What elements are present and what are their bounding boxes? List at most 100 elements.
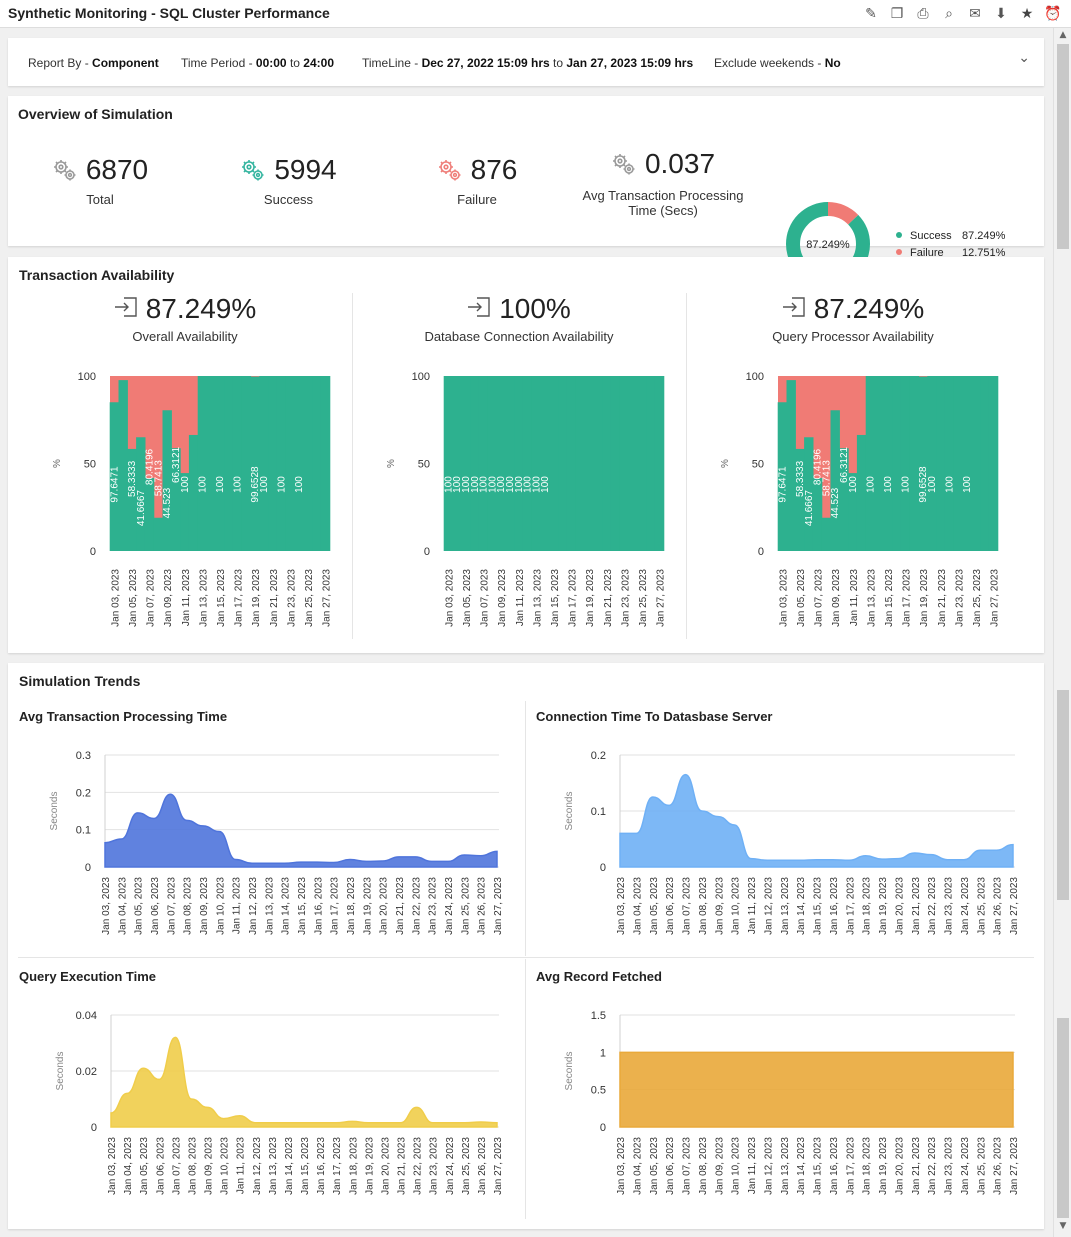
- x-tick-label: Jan 07, 2023: [682, 877, 693, 935]
- x-tick-label: Jan 12, 2023: [252, 1137, 263, 1195]
- download-icon[interactable]: ⬇: [995, 6, 1007, 22]
- data-label: 66.3121: [171, 446, 182, 483]
- x-tick-label: Jan 07, 2023: [480, 569, 491, 627]
- success-bar: [162, 410, 172, 551]
- x-tick-label: Jan 16, 2023: [829, 1137, 840, 1195]
- x-tick-label: Jan 07, 2023: [166, 877, 177, 935]
- favorite-star-icon[interactable]: ★: [1020, 6, 1034, 22]
- x-tick-label: Jan 03, 2023: [444, 569, 455, 627]
- timeline-end: Jan 27, 2023 15:09 hrs: [566, 56, 694, 70]
- y-tick-label: 0: [85, 862, 91, 874]
- success-bar: [514, 376, 524, 551]
- x-tick-label: Jan 13, 2023: [268, 1137, 279, 1195]
- data-label: 100: [215, 476, 226, 493]
- x-tick-label: Jan 16, 2023: [829, 877, 840, 935]
- sign-in-arrow-icon: [782, 296, 806, 322]
- x-tick-label: Jan 25, 2023: [972, 569, 983, 627]
- query-processor-availability-head: 87.249% Query Processor Availability: [686, 293, 1020, 344]
- data-label: 99.6528: [918, 466, 929, 503]
- success-bar: [821, 517, 832, 551]
- success-bar: [478, 376, 489, 551]
- success-bar: [927, 376, 937, 551]
- kpi-failure-value: 876: [470, 154, 518, 185]
- connection-time-chart: 0 0.1 0.2 Seconds Jan 03, 2023 Jan 04, 2023 Ja…: [564, 750, 1020, 935]
- legend-failure-dot: [896, 249, 902, 255]
- success-bar: [109, 402, 120, 551]
- x-tick-label: Jan 04, 2023: [117, 877, 128, 935]
- gears-icon: [53, 160, 76, 181]
- copy-report-icon[interactable]: ❐: [890, 6, 904, 22]
- scrollbar-thumb[interactable]: [1057, 44, 1069, 249]
- x-tick-label: Jan 12, 2023: [763, 877, 774, 935]
- success-bar: [812, 478, 823, 551]
- db-connection-availability-head: 100% Database Connection Availability: [352, 293, 686, 344]
- data-label: 80.4196: [813, 448, 824, 485]
- email-icon[interactable]: ✉: [969, 6, 981, 22]
- alarm-clock-icon[interactable]: ⏰: [1044, 6, 1062, 22]
- avg-record-fetched-title: Avg Record Fetched: [536, 969, 662, 984]
- x-tick-label: Jan 11, 2023: [849, 569, 860, 627]
- db-connection-availability-value: 100%: [499, 293, 571, 324]
- success-bar: [971, 376, 981, 551]
- x-tick-label: Jan 03, 2023: [616, 877, 627, 935]
- x-tick-label: Jan 05, 2023: [649, 1137, 660, 1195]
- x-tick-label: Jan 07, 2023: [682, 1137, 693, 1195]
- x-tick-label: Jan 05, 2023: [139, 1137, 150, 1195]
- app-title: Synthetic Monitoring - SQL Cluster Perfo…: [8, 5, 330, 21]
- kpi-avg-label: Avg Transaction Processing Time (Secs): [578, 188, 748, 218]
- legend-success: Success 87.249%: [896, 230, 1005, 247]
- toolbar-icons: ✎ ❐ ⎙ ⌕ ✉ ⬇ ★ ⏰: [861, 4, 1063, 24]
- success-bar: [909, 376, 920, 551]
- data-label: 100: [945, 476, 956, 493]
- success-bar: [795, 448, 805, 551]
- data-label: 100: [883, 476, 894, 493]
- scroll-up-arrow-icon[interactable]: ▲: [1059, 30, 1067, 40]
- export-icon[interactable]: ⎙: [917, 6, 929, 22]
- data-label: 100: [848, 476, 859, 493]
- x-tick-label: Jan 10, 2023: [731, 1137, 742, 1195]
- avg-transaction-processing-time-title: Avg Transaction Processing Time: [19, 709, 228, 724]
- success-bar: [443, 376, 454, 551]
- x-tick-label: Jan 15, 2023: [813, 1137, 824, 1195]
- data-label: 100: [514, 476, 525, 493]
- vertical-scrollbar[interactable]: ▲ ▼: [1053, 28, 1071, 1237]
- scrollbar-thumb[interactable]: [1057, 690, 1069, 900]
- chevron-down-icon[interactable]: ⌄: [1018, 50, 1030, 66]
- x-tick-label: Jan 06, 2023: [155, 1137, 166, 1195]
- print-preview-icon[interactable]: ⌕: [945, 6, 953, 22]
- data-label: 58.3333: [127, 460, 138, 497]
- x-tick-label: Jan 09, 2023: [497, 569, 508, 627]
- data-label: 100: [962, 476, 973, 493]
- divider: [525, 959, 526, 1219]
- y-tick-label: 1: [600, 1047, 606, 1059]
- success-bar: [136, 437, 146, 551]
- x-tick-label: Jan 22, 2023: [413, 1137, 424, 1195]
- scrollbar-thumb[interactable]: [1057, 1018, 1069, 1218]
- scroll-down-arrow-icon[interactable]: ▼: [1059, 1221, 1067, 1231]
- legend-failure-name: Failure: [910, 247, 944, 259]
- success-bar: [610, 376, 621, 551]
- x-tick-label: Jan 25, 2023: [976, 877, 987, 935]
- x-tick-label: Jan 18, 2023: [862, 1137, 873, 1195]
- legend-failure: Failure 12.751%: [896, 247, 1005, 264]
- x-tick-label: Jan 25, 2023: [304, 569, 315, 627]
- x-tick-label: Jan 07, 2023: [146, 569, 157, 627]
- success-bar: [549, 376, 559, 551]
- kpi-avg-label-line1: Avg Transaction Processing: [582, 188, 744, 203]
- db-connection-availability-chart: 050100%100100100100100100100100100100100…: [386, 371, 667, 627]
- data-label: 44.523: [830, 487, 841, 518]
- x-tick-label: Jan 08, 2023: [698, 877, 709, 935]
- report-by-value: Component: [92, 56, 159, 70]
- data-label: 100: [294, 476, 305, 493]
- data-label: 41.6667: [136, 490, 147, 527]
- series-area: [619, 1051, 1014, 1128]
- x-tick-label: Jan 14, 2023: [796, 877, 807, 935]
- edit-report-icon[interactable]: ✎: [865, 6, 877, 22]
- x-tick-label: Jan 04, 2023: [123, 1137, 134, 1195]
- success-bar: [988, 376, 999, 551]
- success-bar: [619, 376, 630, 551]
- success-bar: [628, 376, 638, 551]
- exclude-weekends-label: Exclude weekends -: [714, 56, 825, 70]
- x-tick-label: Jan 19, 2023: [364, 1137, 375, 1195]
